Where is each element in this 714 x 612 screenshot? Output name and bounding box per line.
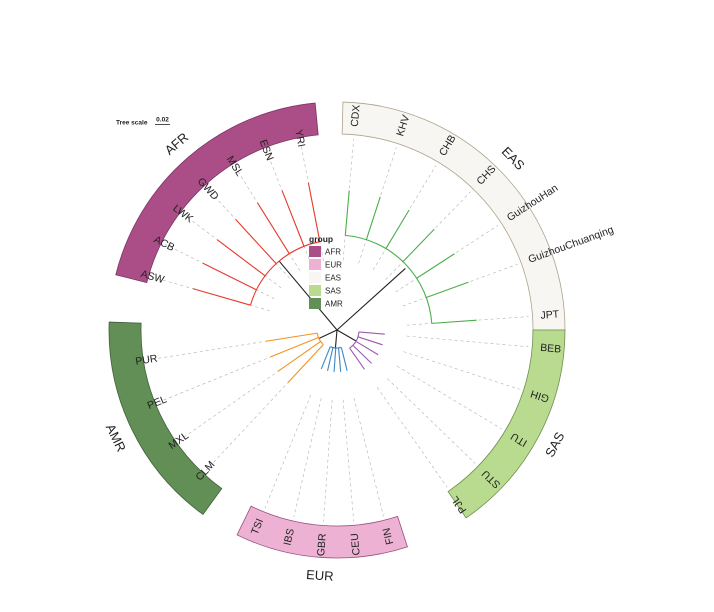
legend-label-amr: AMR bbox=[325, 300, 343, 309]
leaf-guide-line bbox=[396, 365, 502, 430]
tree-scale-label: Tree scale bbox=[116, 120, 148, 127]
leaf-label-gbr: GBR bbox=[315, 533, 329, 557]
branch-terminal bbox=[265, 332, 318, 342]
leaf-label-ceu: CEU bbox=[349, 533, 363, 556]
legend-swatch-eur bbox=[309, 259, 321, 270]
leaf-guide-line bbox=[264, 394, 312, 509]
legend-swatch-sas bbox=[309, 285, 321, 296]
legend-item-eas: EAS bbox=[309, 272, 341, 283]
legend-swatch-afr bbox=[309, 246, 321, 257]
leaf-guide-line bbox=[205, 380, 290, 471]
group-label-sas: SAS bbox=[542, 429, 568, 459]
leaf-guide-line bbox=[179, 369, 280, 441]
branch-terminal bbox=[426, 281, 469, 299]
branch-terminal bbox=[358, 331, 385, 335]
branch-terminal bbox=[281, 190, 305, 247]
tree-branches bbox=[192, 182, 477, 384]
leaf-label-fin: FIN bbox=[381, 526, 397, 545]
branch-clade-eas bbox=[345, 234, 433, 324]
legend-item-sas: SAS bbox=[309, 285, 341, 296]
tree-scale: Tree scale 0.02 bbox=[116, 117, 170, 127]
legend-item-amr: AMR bbox=[309, 298, 343, 309]
leaf-guide-line bbox=[147, 340, 268, 361]
branch-terminal bbox=[340, 347, 348, 371]
group-label-eas: EAS bbox=[499, 144, 528, 173]
leaf-guide-line bbox=[353, 397, 384, 517]
group-sector-afr bbox=[115, 102, 319, 284]
leaf-label-tsi: TSI bbox=[249, 517, 266, 537]
branch-terminal bbox=[416, 253, 455, 279]
legend-label-afr: AFR bbox=[325, 248, 341, 257]
leaf-guide-line bbox=[376, 387, 448, 488]
group-sector-sas bbox=[447, 329, 566, 519]
branch-clade-afr bbox=[249, 241, 320, 306]
branch-root-eur bbox=[334, 329, 338, 348]
branch-clade-eur bbox=[330, 346, 342, 349]
legend-swatch-amr bbox=[309, 298, 321, 309]
group-label-afr: AFR bbox=[162, 129, 191, 157]
branch-terminal bbox=[277, 341, 321, 372]
leaf-label-yri: YRI bbox=[292, 129, 307, 148]
leaf-guide-line bbox=[293, 398, 322, 518]
branch-terminal bbox=[270, 336, 319, 358]
legend-item-afr: AFR bbox=[309, 246, 341, 257]
legend-item-eur: EUR bbox=[309, 259, 342, 270]
leaf-label-asw: ASW bbox=[139, 268, 165, 286]
leaf-label-cdx: CDX bbox=[349, 104, 363, 127]
leaf-label-jpt: JPT bbox=[540, 308, 560, 321]
branch-terminal bbox=[257, 202, 290, 254]
legend-label-sas: SAS bbox=[325, 287, 341, 296]
branch-terminal bbox=[307, 182, 321, 242]
branch-terminal bbox=[287, 344, 324, 384]
branch-terminal bbox=[327, 347, 334, 372]
branch-terminal bbox=[333, 347, 337, 372]
branch-terminal bbox=[365, 196, 381, 240]
branch-terminal bbox=[355, 340, 379, 356]
leaf-guide-line bbox=[406, 335, 529, 348]
branch-root-afr bbox=[278, 260, 338, 331]
branch-terminal bbox=[235, 219, 277, 265]
leaf-label-gih: GIH bbox=[529, 387, 550, 404]
legend-label-eas: EAS bbox=[325, 274, 341, 283]
legend: group AFR EUR EAS SAS AMR bbox=[309, 234, 343, 309]
leaf-guide-line bbox=[323, 399, 333, 522]
branch-terminal bbox=[320, 346, 331, 370]
branch-root-eas bbox=[336, 268, 406, 331]
group-label-eur: EUR bbox=[306, 567, 334, 584]
branch-root-amr bbox=[318, 329, 338, 339]
branch-terminal bbox=[357, 336, 383, 346]
branch-terminal bbox=[385, 209, 410, 249]
branch-terminal bbox=[402, 228, 435, 263]
legend-title: group bbox=[309, 234, 333, 244]
group-sector-amr bbox=[108, 321, 223, 516]
leaf-label-pur: PUR bbox=[135, 352, 159, 367]
branch-root-sas bbox=[336, 329, 357, 342]
leaf-label-ibs: IBS bbox=[281, 527, 297, 546]
leaf-guide-line bbox=[158, 355, 273, 403]
branch-clade-sas bbox=[349, 331, 360, 349]
leaf-guide-line bbox=[387, 378, 476, 464]
group-sector-eur bbox=[236, 505, 408, 559]
legend-label-eur: EUR bbox=[325, 261, 342, 270]
branch-terminal bbox=[202, 262, 257, 291]
branch-terminal bbox=[216, 239, 266, 277]
branch-terminal bbox=[192, 288, 251, 306]
leaf-guide-line bbox=[403, 351, 520, 390]
leaf-label-beb: BEB bbox=[540, 342, 562, 356]
leaf-label-lwk: LWK bbox=[170, 202, 195, 225]
tree-scale-value: 0.02 bbox=[156, 117, 169, 124]
branch-terminal bbox=[338, 347, 342, 372]
group-label-amr: AMR bbox=[103, 422, 129, 455]
branch-terminal bbox=[352, 344, 372, 364]
branch-terminal bbox=[349, 347, 365, 370]
group-ring bbox=[108, 101, 566, 559]
branch-terminal bbox=[344, 190, 350, 236]
branch-terminal bbox=[431, 319, 477, 324]
legend-swatch-eas bbox=[309, 272, 321, 283]
leaf-guide-line bbox=[342, 399, 355, 522]
